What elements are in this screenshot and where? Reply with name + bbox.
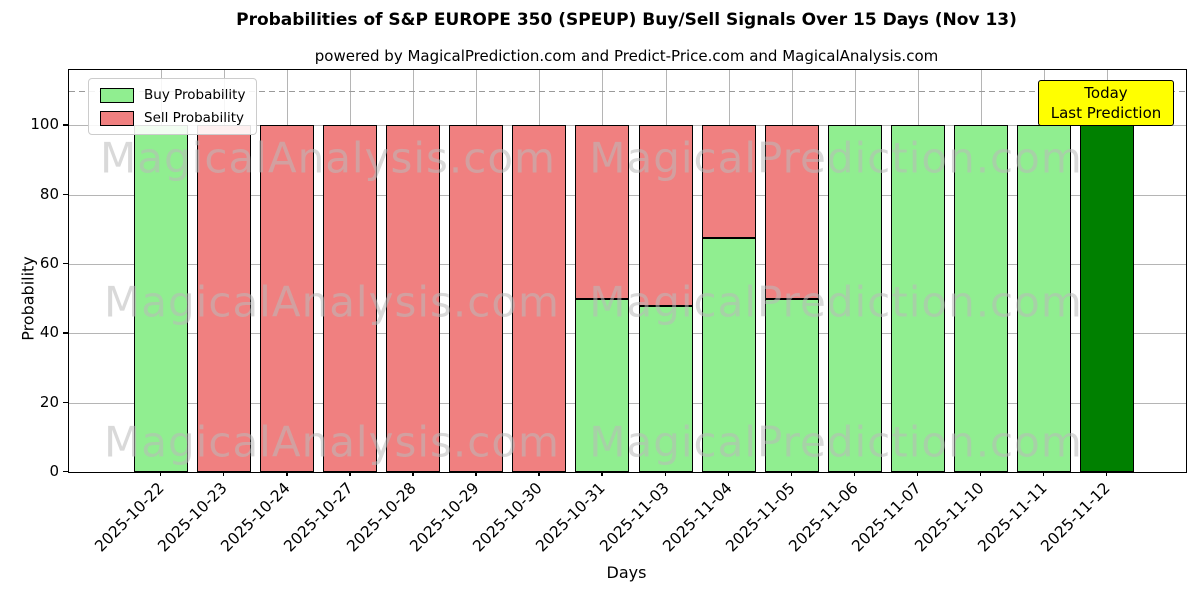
x-tick-mark bbox=[223, 471, 225, 476]
y-axis-label: Probability bbox=[18, 256, 38, 341]
bar-buy-segment bbox=[1016, 125, 1071, 472]
bar-sell-segment bbox=[701, 125, 756, 239]
y-tick-mark bbox=[63, 124, 68, 126]
bar-sell-segment bbox=[386, 125, 441, 472]
y-tick-label: 20 bbox=[39, 392, 59, 411]
bar-buy-segment-today bbox=[1080, 125, 1134, 472]
bar-buy-segment bbox=[827, 125, 882, 472]
bar-buy-segment bbox=[638, 305, 693, 472]
x-tick-mark bbox=[475, 471, 477, 476]
bar-sell-segment bbox=[575, 125, 630, 299]
x-tick-mark bbox=[979, 471, 982, 476]
plot-area: Buy Probability Sell Probability Magical… bbox=[68, 69, 1187, 473]
x-tick-mark bbox=[601, 471, 603, 476]
y-tick-label: 0 bbox=[49, 462, 59, 480]
legend-label-sell: Sell Probability bbox=[144, 110, 245, 126]
bar-sell-segment bbox=[323, 125, 378, 472]
x-axis-label: Days bbox=[606, 563, 647, 582]
bar-sell-segment bbox=[512, 125, 567, 472]
y-tick-mark bbox=[63, 263, 68, 265]
x-tick-mark bbox=[916, 471, 919, 476]
buy-probability-swatch bbox=[100, 87, 134, 103]
chart-subtitle: powered by MagicalPrediction.com and Pre… bbox=[314, 47, 939, 65]
y-tick-mark bbox=[63, 332, 68, 334]
x-tick-mark bbox=[538, 471, 540, 476]
today-annotation-box: Today Last Prediction bbox=[1038, 80, 1174, 126]
x-tick-mark bbox=[286, 471, 288, 476]
x-tick-mark bbox=[853, 471, 856, 476]
watermark-text: MagicalAnalysis.com bbox=[100, 133, 556, 183]
threshold-dashed-line bbox=[69, 90, 1186, 93]
legend-item-buy: Buy Probability bbox=[100, 87, 245, 103]
x-tick-mark bbox=[1042, 471, 1045, 476]
today-annotation-line2: Last Prediction bbox=[1050, 104, 1162, 122]
bar-sell-segment bbox=[638, 125, 693, 306]
y-tick-mark bbox=[63, 471, 68, 473]
x-tick-mark bbox=[790, 471, 793, 476]
y-tick-label: 100 bbox=[30, 115, 59, 134]
bar-sell-segment bbox=[197, 125, 252, 472]
bar-sell-segment bbox=[260, 125, 315, 472]
bar-buy-segment bbox=[890, 125, 945, 472]
watermark-text: MagicalAnalysis.com bbox=[104, 417, 560, 467]
chart-title: Probabilities of S&P EUROPE 350 (SPEUP) … bbox=[236, 10, 1017, 30]
watermark-text: MagicalPrediction.com bbox=[589, 133, 1083, 183]
bar-sell-segment bbox=[449, 125, 504, 472]
y-tick-label: 80 bbox=[39, 184, 59, 203]
sell-probability-swatch bbox=[100, 110, 134, 126]
x-tick-mark bbox=[727, 471, 729, 476]
x-tick-mark bbox=[1106, 471, 1108, 476]
bar-buy-segment bbox=[575, 298, 630, 472]
watermark-text: MagicalPrediction.com bbox=[589, 277, 1083, 327]
legend-label-buy: Buy Probability bbox=[144, 87, 246, 103]
y-tick-label: 40 bbox=[39, 323, 59, 342]
watermark-text: MagicalAnalysis.com bbox=[104, 277, 560, 327]
today-annotation-line1: Today bbox=[1084, 84, 1128, 102]
x-tick-mark bbox=[664, 471, 666, 476]
x-tick-mark bbox=[412, 471, 414, 476]
bar-buy-segment bbox=[764, 298, 819, 472]
x-tick-mark bbox=[349, 471, 351, 476]
y-tick-mark bbox=[63, 193, 68, 196]
bar-buy-segment bbox=[701, 238, 756, 472]
legend-item-sell: Sell Probability bbox=[100, 110, 245, 126]
y-tick-mark bbox=[63, 401, 68, 404]
bar-sell-segment bbox=[764, 125, 819, 299]
legend: Buy Probability Sell Probability bbox=[88, 78, 258, 135]
x-tick-mark bbox=[160, 471, 162, 476]
y-tick-label: 60 bbox=[39, 254, 59, 273]
watermark-text: MagicalPrediction.com bbox=[589, 417, 1083, 467]
bar-buy-segment bbox=[953, 125, 1008, 472]
